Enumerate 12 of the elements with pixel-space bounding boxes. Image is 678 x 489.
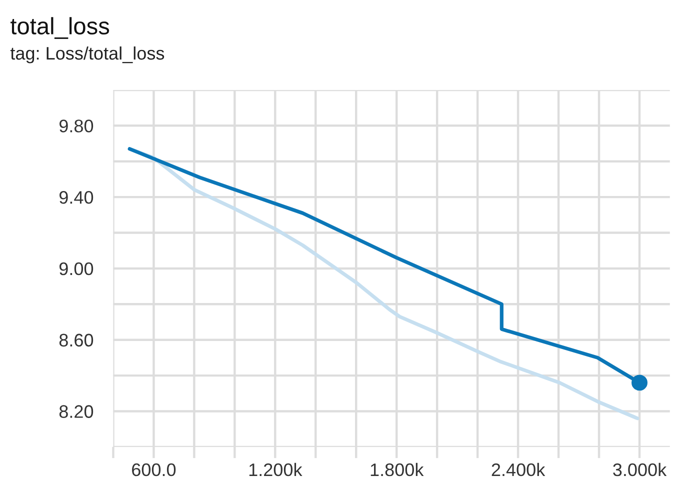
x-tick-label: 3.000k [613, 462, 667, 476]
y-tick-label: 9.40 [59, 191, 94, 204]
x-tick-label: 2.400k [492, 462, 546, 476]
y-tick-label: 9.80 [59, 120, 94, 132]
chart-subtitle: tag: Loss/total_loss [10, 46, 164, 64]
y-tick-label: 9.00 [59, 262, 94, 276]
x-tick-label: 1.200k [249, 462, 302, 476]
y-tick-label: 8.20 [59, 405, 94, 418]
x-tick-label: 600.0 [132, 463, 176, 476]
chart-title: total_loss [10, 17, 110, 39]
x-tick-label: 1.800k [370, 462, 424, 476]
y-tick-label: 8.60 [59, 334, 94, 347]
